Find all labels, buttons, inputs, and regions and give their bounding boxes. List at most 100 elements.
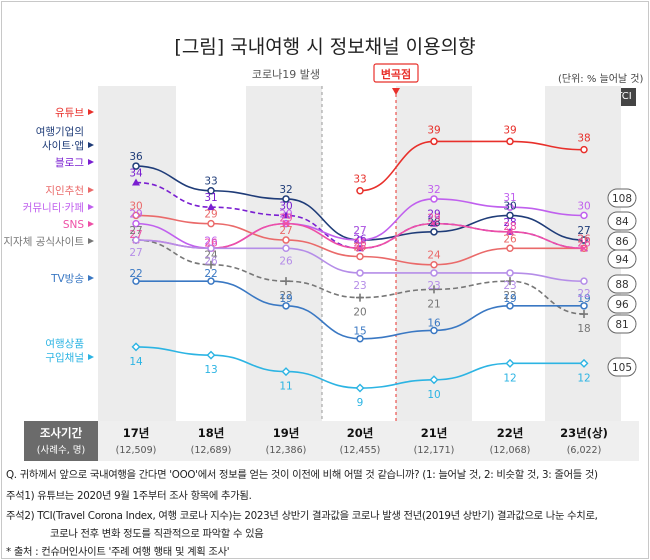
data-label-9-2: 11 [279,381,292,393]
series-line-0 [359,140,585,192]
point-6-3 [356,293,364,302]
data-label-6-3: 20 [353,307,366,319]
data-label-9-4: 10 [427,389,440,401]
legend-arrow-7 [88,275,94,281]
tci-badge-bg-3 [607,249,637,269]
data-label-4-6: 30 [577,200,590,212]
sample-size-2: (12,386) [266,445,307,456]
point-9-0 [131,342,141,352]
data-label-7-3: 15 [353,326,366,338]
legend-arrow-9 [88,354,94,360]
period-header-bg [24,421,98,461]
data-label-6-2: 22 [279,290,292,302]
data-label-4-5: 31 [503,192,516,204]
data-label-3-4: 24 [427,250,441,262]
point-6-6 [580,310,588,319]
data-label-8-6: 22 [577,288,590,300]
data-label-0-4: 39 [427,124,440,136]
legend-arrow-6 [88,238,94,244]
data-label-4-3: 27 [353,225,366,237]
legend-label-1-0: 여행기업의 [36,125,84,138]
legend-arrow-3 [88,187,94,193]
data-label-2-5: 28 [503,217,516,229]
sample-size-1: (12,689) [191,445,232,456]
tci-value-1: 84 [615,216,629,228]
source-note: * 출처 : 컨슈머인사이트 '주례 여행 행태 및 계획 조사' [6,546,230,558]
category-label-6: 23년(상) [560,426,608,440]
point-0-3 [356,186,364,195]
tci-badge-bg-7 [607,294,637,314]
point-2-0 [132,178,140,186]
data-label-6-0: 27 [129,225,142,237]
data-label-3-2: 27 [279,225,292,237]
point-6-2 [282,277,290,286]
data-label-3-6: 26 [577,233,591,245]
footnote-1: 주석1) 유튜브는 2020년 9월 1주부터 조사 항목에 추가됨. [6,490,252,502]
point-4-3 [356,236,364,244]
point-0-4 [430,137,438,146]
point-7-6 [580,302,588,310]
point-3-1 [207,219,215,228]
data-label-8-1: 26 [204,255,218,267]
point-8-6 [580,277,588,285]
data-label-7-4: 16 [427,317,441,329]
legend-label-9-1: 구입채널 [45,351,84,364]
chart-title: [그림] 국내여행 시 정보채널 이용의향 [174,36,476,58]
legend-arrow-2 [88,159,94,165]
sample-size-5: (12,068) [490,445,531,456]
point-6-4 [430,285,438,294]
footnote-2: 주석2) TCI(Travel Corona Index, 여행 코로나 지수)… [6,510,598,522]
point-8-1 [207,244,215,253]
point-5-3 [356,244,364,252]
data-label-6-4: 21 [427,298,440,310]
point-4-6 [580,211,588,220]
turning-point-box [373,63,419,83]
tci-value-4: 108 [612,193,632,205]
point-9-3 [355,383,365,393]
data-label-9-3: 9 [357,397,364,409]
point-3-4 [430,260,438,269]
category-label-3: 20년 [347,426,374,440]
data-label-3-3: 25 [353,242,366,254]
data-label-5-2: 29 [279,213,292,225]
point-1-5 [506,211,514,220]
data-label-7-6: 19 [577,293,590,305]
point-1-0 [132,162,140,170]
point-7-5 [506,302,514,310]
point-3-2 [282,236,290,244]
point-3-0 [132,211,140,220]
point-7-0 [132,277,140,285]
point-5-2 [282,220,290,228]
data-label-2-0: 34 [129,168,143,180]
data-label-5-1: 26 [204,237,218,249]
point-8-4 [430,269,438,277]
legend-arrow-1 [88,142,94,148]
point-0-5 [506,137,514,146]
period-header: 조사기간 [40,426,83,440]
point-8-0 [132,236,140,244]
point-9-6 [579,358,589,368]
point-9-1 [206,350,216,360]
data-label-9-1: 13 [204,364,217,376]
category-label-1: 18년 [198,426,225,440]
unit-label: (단위: % 늘어날 것) [558,74,644,85]
point-4-0 [132,219,140,228]
data-label-9-0: 14 [129,356,143,368]
data-label-5-0: 27 [129,229,142,241]
period-bar-bg [98,421,639,461]
tci-badge-bg-6 [607,314,637,334]
data-label-0-3: 33 [353,174,366,186]
data-label-4-4: 32 [427,184,440,196]
tci-value-8: 88 [615,279,628,291]
data-label-1-0: 36 [129,151,143,163]
category-label-4: 21년 [421,426,448,440]
point-7-4 [430,326,438,335]
point-0-6 [580,145,588,154]
sample-size-0: (12,509) [116,445,157,456]
data-label-3-1: 29 [204,209,217,221]
covid-label: 코로나19 발생 [252,68,320,81]
data-label-1-1: 33 [204,176,217,188]
point-5-6 [580,244,588,252]
